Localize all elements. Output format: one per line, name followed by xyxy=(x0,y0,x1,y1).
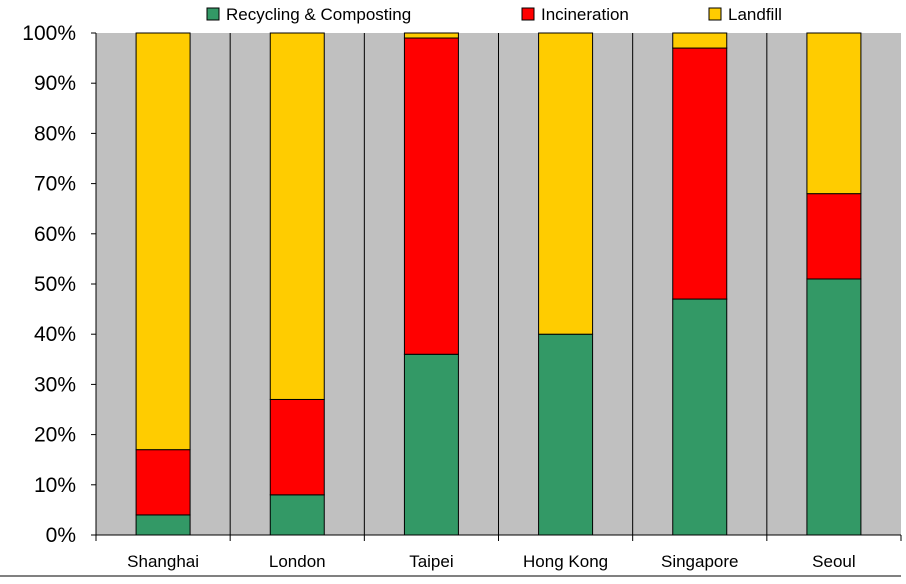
bar-segment xyxy=(806,193,862,280)
bar-segment xyxy=(672,298,728,536)
y-axis-ticks: 0% 10% 20% 30% 40% 50% 60% 70% 80% 90% 100% xyxy=(22,22,96,547)
bar-segment xyxy=(538,32,594,335)
bar-segment xyxy=(135,32,191,451)
y-tick-label: 20% xyxy=(34,424,76,447)
x-tick-label: Shanghai xyxy=(127,552,199,571)
y-tick-label: 90% xyxy=(34,72,76,95)
bar-segment xyxy=(403,37,459,355)
legend-label: Recycling & Composting xyxy=(226,5,411,24)
y-tick-label: 70% xyxy=(34,173,76,196)
bar-segment xyxy=(672,32,728,49)
legend-swatch xyxy=(521,7,535,21)
x-tick-label: Taipei xyxy=(409,552,453,571)
bar-segment xyxy=(806,32,862,195)
y-tick-label: 40% xyxy=(34,323,76,346)
bar-segment xyxy=(135,449,191,516)
x-tick-label: Hong Kong xyxy=(523,552,608,571)
legend-swatch xyxy=(708,7,722,21)
bars xyxy=(135,32,862,536)
y-tick-label: 10% xyxy=(34,474,76,497)
y-tick-label: 80% xyxy=(34,122,76,145)
y-tick-label: 100% xyxy=(22,22,76,45)
y-tick-label: 0% xyxy=(46,524,76,547)
legend-label: Incineration xyxy=(541,5,629,24)
legend-label: Landfill xyxy=(728,5,782,24)
bar-segment xyxy=(806,278,862,536)
bar-segment xyxy=(672,47,728,300)
bar-segment xyxy=(403,353,459,536)
x-axis-ticks: Shanghai London Taipei Hong Kong Singapore Se… xyxy=(95,535,902,571)
bar-segment xyxy=(403,32,459,39)
x-tick-label: Singapore xyxy=(661,552,739,571)
bar-segment xyxy=(269,494,325,536)
legend: Recycling & Composting Incineration Landfi… xyxy=(206,5,782,24)
y-tick-label: 30% xyxy=(34,373,76,396)
gridlines xyxy=(229,33,768,535)
bar-segment xyxy=(135,514,191,536)
bar-segment xyxy=(538,333,594,536)
x-tick-label: London xyxy=(269,552,326,571)
legend-swatch xyxy=(206,7,220,21)
y-tick-label: 60% xyxy=(34,223,76,246)
x-tick-label: Seoul xyxy=(812,552,855,571)
bar-segment xyxy=(269,32,325,400)
bar-segment xyxy=(269,398,325,496)
y-tick-label: 50% xyxy=(34,273,76,296)
